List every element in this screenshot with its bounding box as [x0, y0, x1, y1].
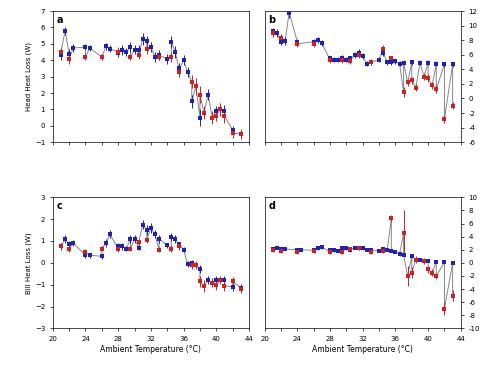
Text: d: d	[269, 201, 276, 211]
X-axis label: Ambient Temperature (°C): Ambient Temperature (°C)	[312, 345, 413, 354]
Text: c: c	[57, 201, 62, 211]
X-axis label: Ambient Temperature (°C): Ambient Temperature (°C)	[100, 345, 201, 354]
Text: b: b	[269, 15, 276, 25]
Y-axis label: Bill Heat Loss (W): Bill Heat Loss (W)	[25, 232, 32, 294]
Y-axis label: Head Heat Loss (W): Head Heat Loss (W)	[25, 42, 32, 111]
Text: a: a	[57, 15, 63, 25]
